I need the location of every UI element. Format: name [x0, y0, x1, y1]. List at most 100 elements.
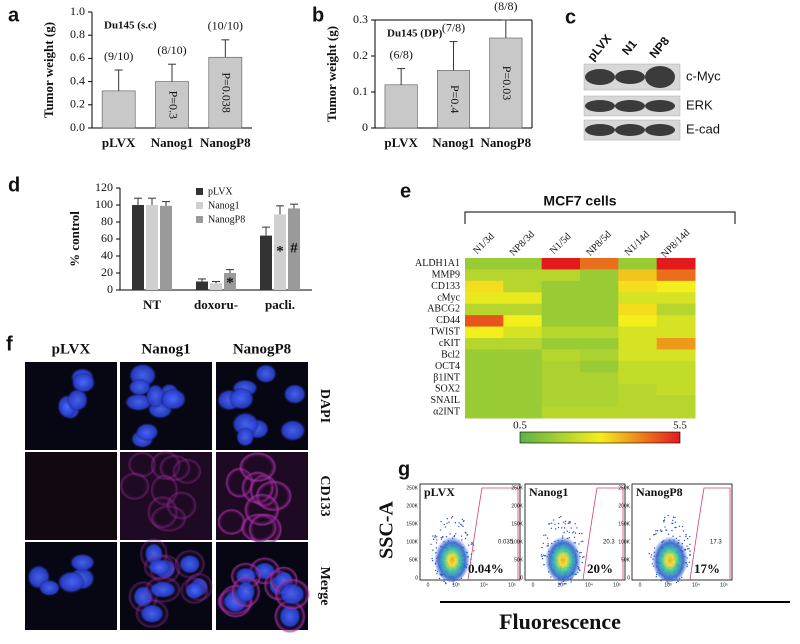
event-dot	[470, 558, 472, 560]
heatmap-cell	[618, 269, 658, 282]
y-tick-label: 50K	[621, 557, 631, 563]
panel-label: d	[8, 174, 20, 196]
event-dot	[542, 554, 544, 556]
nucleus	[229, 387, 254, 410]
heatmap-cell	[541, 383, 581, 396]
heatmap-cell	[465, 269, 504, 282]
event-dot	[472, 544, 475, 546]
event-dot	[660, 579, 662, 582]
event-dot	[434, 535, 436, 537]
y-tick-label: 0	[520, 575, 523, 581]
nucleus	[38, 579, 60, 596]
event-dot	[562, 521, 565, 523]
event-dot	[659, 529, 662, 531]
heatmap-cell	[541, 303, 581, 316]
event-dot	[675, 526, 677, 529]
event-dot	[450, 517, 453, 519]
bar	[101, 90, 136, 129]
heatmap-cell	[618, 280, 658, 293]
event-dot	[685, 535, 687, 538]
y-tick-label: 150K	[618, 521, 630, 527]
event-dot	[436, 539, 438, 541]
heatmap-cell	[503, 395, 543, 408]
heatmap-cell	[465, 315, 504, 328]
significance-marker: *	[226, 275, 234, 291]
plot-name: NanogP8	[636, 485, 683, 499]
membrane-stain	[119, 472, 150, 501]
heatmap-cell	[618, 395, 658, 408]
event-dot	[569, 522, 571, 524]
count-label: (6/8)	[390, 47, 413, 61]
event-dot	[682, 530, 685, 532]
event-dot	[464, 531, 467, 534]
event-dot	[663, 521, 665, 523]
p-value: P=0.4	[448, 85, 462, 113]
x-tick-label: 0	[427, 582, 430, 588]
event-dot	[545, 534, 547, 536]
event-dot	[542, 542, 545, 545]
column-label: NanogP8	[233, 341, 291, 357]
event-dot	[543, 534, 545, 537]
chart-title: Du145 (s.c)	[104, 20, 157, 32]
heatmap-cell	[503, 292, 543, 305]
chart-title: MCF7 cells	[543, 193, 616, 209]
heatmap-cell	[656, 269, 696, 282]
heatmap-cell	[541, 315, 581, 328]
heatmap-cell	[656, 280, 696, 293]
blot-band	[585, 124, 615, 136]
heatmap-cell	[618, 326, 658, 339]
nucleus	[70, 553, 95, 572]
heatmap-cell	[618, 372, 658, 385]
event-dot	[583, 555, 585, 558]
heatmap-cell	[465, 258, 504, 270]
y-tick-label: 50K	[409, 557, 419, 563]
y-tick-label: 120	[95, 180, 113, 194]
blot-band	[615, 100, 645, 112]
y-axis-label: Tumor weight (g)	[41, 22, 56, 118]
event-dot	[442, 535, 444, 538]
y-tick-label: 50K	[514, 557, 524, 563]
event-dot	[674, 526, 676, 529]
membrane-stain	[127, 451, 157, 478]
event-dot	[655, 530, 657, 532]
heatmap-cell	[580, 326, 619, 339]
membrane-stain	[217, 508, 246, 536]
heatmap-cell	[541, 269, 581, 282]
blot-band	[645, 124, 675, 136]
heatmap-cell	[541, 258, 581, 270]
heatmap-cell	[580, 315, 619, 328]
event-dot	[546, 537, 549, 539]
color-bar	[519, 431, 681, 444]
event-dot	[580, 540, 582, 543]
event-dot	[576, 527, 578, 529]
event-dot	[581, 556, 584, 559]
event-dot	[686, 548, 689, 550]
row-label: SNAIL	[431, 395, 460, 406]
event-dot	[578, 543, 580, 545]
y-tick-label: 250K	[618, 485, 630, 491]
event-dot	[686, 545, 688, 547]
blot-band	[615, 70, 645, 84]
event-dot	[674, 516, 676, 519]
gate-value: 17.3	[710, 540, 722, 546]
heatmap-cell	[541, 338, 581, 350]
event-dot	[664, 516, 666, 519]
blot-band	[615, 124, 645, 136]
lane-label: NP8	[647, 34, 673, 61]
event-dot	[574, 523, 576, 525]
micrograph	[25, 452, 117, 540]
event-dot	[675, 581, 678, 584]
heatmap-cell	[465, 292, 504, 305]
heatmap-cell	[503, 315, 543, 328]
membrane-stain	[144, 576, 182, 604]
event-dot	[431, 557, 433, 560]
p-value: P=0.038	[220, 72, 234, 112]
p-value: P=0.03	[500, 66, 514, 100]
bar	[489, 37, 523, 129]
nucleus	[255, 364, 277, 384]
x-tick-label: 10⁴	[585, 582, 593, 588]
event-dot	[656, 529, 659, 532]
bar	[196, 281, 208, 290]
row-label: DAPI	[317, 389, 332, 423]
event-dot	[582, 540, 584, 542]
